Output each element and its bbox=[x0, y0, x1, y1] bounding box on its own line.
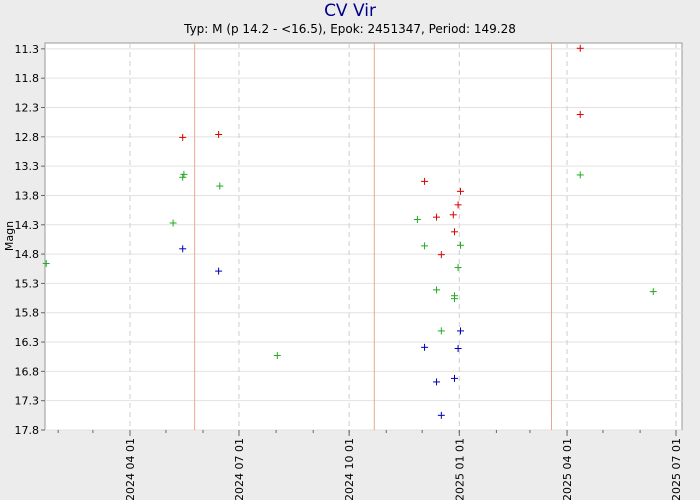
data-point bbox=[179, 133, 187, 141]
x-tick-label: 2024 10 01 bbox=[343, 438, 356, 500]
y-tick-label: 13.8 bbox=[15, 189, 40, 202]
y-tick-label: 13.3 bbox=[15, 160, 40, 173]
data-point bbox=[42, 259, 50, 267]
data-point bbox=[456, 327, 464, 335]
y-tick-label: 14.8 bbox=[15, 248, 40, 261]
phase-markers bbox=[194, 43, 552, 430]
data-point bbox=[215, 267, 223, 275]
y-tick-label: 11.3 bbox=[15, 43, 40, 56]
y-tick-label: 16.8 bbox=[15, 365, 40, 378]
data-point bbox=[216, 182, 224, 190]
data-point bbox=[437, 251, 445, 259]
data-point bbox=[413, 215, 421, 223]
data-point bbox=[273, 352, 281, 360]
data-point bbox=[437, 411, 445, 419]
data-point bbox=[180, 170, 188, 178]
data-point bbox=[456, 241, 464, 249]
data-point bbox=[433, 286, 441, 294]
data-point bbox=[454, 344, 462, 352]
data-point bbox=[454, 264, 462, 272]
data-point bbox=[179, 173, 187, 181]
x-tick-label: 2025 01 01 bbox=[453, 438, 466, 500]
x-tick-label: 2025 07 01 bbox=[670, 438, 683, 500]
y-tick-label: 11.8 bbox=[15, 72, 40, 85]
data-point bbox=[576, 111, 584, 119]
data-point bbox=[454, 201, 462, 209]
data-point bbox=[421, 177, 429, 185]
data-point bbox=[456, 187, 464, 195]
y-axis: 11.3 11.8 12.3 12.8 13.3 13.8 14.3 14.8 15.3 15.8… bbox=[15, 43, 45, 437]
data-point bbox=[451, 228, 458, 236]
data-point bbox=[433, 213, 441, 221]
data-point bbox=[421, 242, 429, 250]
data-point bbox=[576, 44, 584, 52]
y-tick-label: 14.3 bbox=[15, 219, 40, 232]
x-tick-label: 2024 07 01 bbox=[233, 438, 246, 500]
y-tick-label: 15.8 bbox=[15, 307, 40, 320]
data-points bbox=[42, 44, 657, 419]
data-point bbox=[421, 343, 429, 351]
data-point bbox=[179, 245, 187, 253]
y-tick-label: 15.3 bbox=[15, 277, 40, 290]
x-tick-label: 2024 04 01 bbox=[124, 438, 137, 500]
y-tick-label: 17.8 bbox=[15, 424, 40, 437]
y-tick-label: 12.3 bbox=[15, 102, 40, 115]
data-point bbox=[215, 130, 223, 138]
plot-area bbox=[44, 42, 683, 431]
data-point bbox=[451, 295, 458, 303]
y-tick-label: 16.3 bbox=[15, 336, 40, 349]
data-point bbox=[451, 374, 458, 382]
chart-title: CV Vir bbox=[324, 1, 376, 21]
grid-lines bbox=[45, 43, 682, 431]
y-tick-label: 12.8 bbox=[15, 131, 40, 144]
data-point bbox=[169, 219, 177, 227]
data-point bbox=[433, 378, 441, 386]
chart-subtitle: Typ: M (p 14.2 - <16.5), Epok: 2451347, … bbox=[184, 22, 516, 36]
data-point bbox=[437, 327, 445, 335]
data-point bbox=[449, 211, 457, 219]
y-tick-label: 17.3 bbox=[15, 395, 40, 408]
x-tick-label: 2025 04 01 bbox=[561, 438, 574, 500]
data-point bbox=[576, 171, 584, 179]
x-axis: 2024 04 01 2024 07 01 2024 10 01 2025 01 01… bbox=[57, 430, 683, 500]
data-point bbox=[649, 288, 657, 296]
y-axis-label: Magn bbox=[3, 221, 16, 251]
